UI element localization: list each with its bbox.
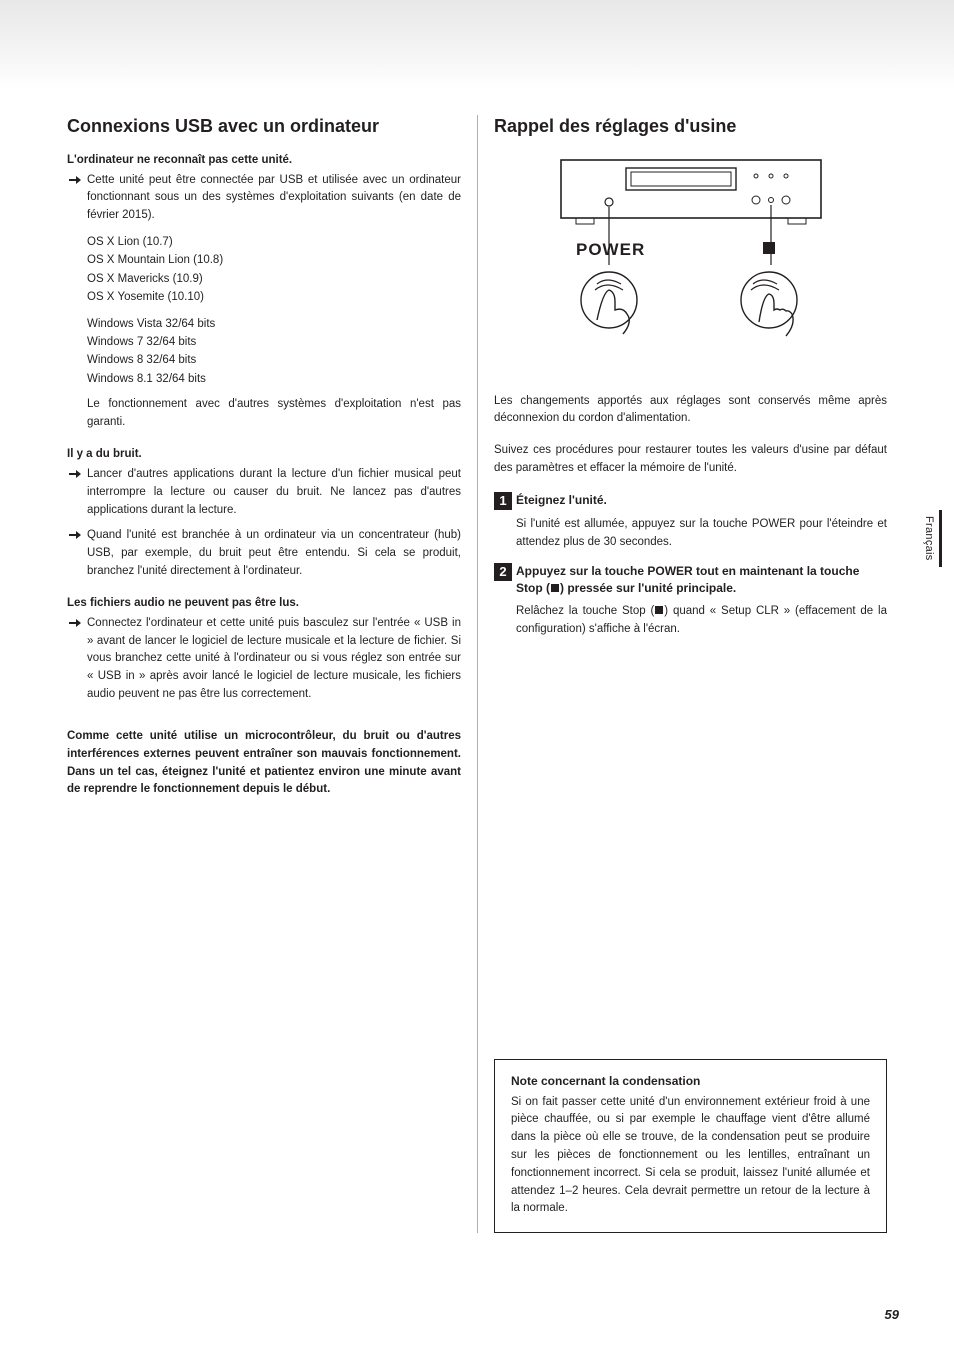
sec2-bullet-1: Lancer d'autres applications durant la l… [67,466,461,519]
list-item: OS X Mountain Lion (10.8) [87,251,461,269]
sec3-bullet-text: Connectez l'ordinateur et cette unité pu… [87,615,461,704]
condensation-note-box: Note concernant la condensation Si on fa… [494,1059,887,1234]
power-label: POWER [576,240,645,259]
step-2: 2 Appuyez sur la touche POWER tout en ma… [494,563,887,597]
list-item: OS X Mavericks (10.9) [87,270,461,288]
step-2-body-pre: Relâchez la touche Stop ( [516,605,654,617]
left-bold-note: Comme cette unité utilise un microcontrô… [67,728,461,799]
list-item: Windows 7 32/64 bits [87,333,461,351]
list-item: Windows 8 32/64 bits [87,351,461,369]
step-1-body: Si l'unité est allumée, appuyez sur la t… [516,516,887,552]
step-2-title-post: ) pressée sur l'unité principale. [560,581,736,595]
sec3-bullet: Connectez l'ordinateur et cette unité pu… [67,615,461,704]
step-num-box: 2 [494,563,512,581]
list-item: Windows Vista 32/64 bits [87,315,461,333]
arrow-icon [67,615,87,704]
right-heading: Rappel des réglages d'usine [494,115,887,138]
right-para-2: Suivez ces procédures pour restaurer tou… [494,442,887,478]
info-box-text: Si on fait passer cette unité d'un envir… [511,1094,870,1219]
info-box-title: Note concernant la condensation [511,1074,870,1088]
sec2-bullet-1-text: Lancer d'autres applications durant la l… [87,466,461,519]
arrow-icon [67,466,87,519]
sec1-note: Le fonctionnement avec d'autres systèmes… [87,396,461,432]
right-para-1: Les changements apportés aux réglages so… [494,393,887,429]
list-item: Windows 8.1 32/64 bits [87,370,461,388]
sec2-bullet-2: Quand l'unité est branchée à un ordinate… [67,527,461,580]
sec1-title: L'ordinateur ne reconnaît pas cette unit… [67,152,461,168]
step-2-marker: 2 [494,563,516,597]
step-1-title: Éteignez l'unité. [516,492,887,510]
right-column: Rappel des réglages d'usine [477,115,899,1233]
win-list: Windows Vista 32/64 bits Windows 7 32/64… [87,315,461,389]
sec1-bullet-text: Cette unité peut être connectée par USB … [87,172,461,225]
arrow-icon [67,527,87,580]
list-item: OS X Yosemite (10.10) [87,288,461,306]
step-1-marker: 1 [494,492,516,510]
left-column: Connexions USB avec un ordinateur L'ordi… [55,115,477,1233]
list-item: OS X Lion (10.7) [87,233,461,251]
step-2-title: Appuyez sur la touche POWER tout en main… [516,563,887,597]
step-2-body: Relâchez la touche Stop () quand « Setup… [516,603,887,639]
page-content: Connexions USB avec un ordinateur L'ordi… [0,0,954,1273]
device-figure: POWER [494,150,887,375]
step-num-box: 1 [494,492,512,510]
stop-icon [655,606,663,614]
step-1: 1 Éteignez l'unité. [494,492,887,510]
osx-list: OS X Lion (10.7) OS X Mountain Lion (10.… [87,233,461,307]
left-heading: Connexions USB avec un ordinateur [67,115,461,138]
sec2-bullet-2-text: Quand l'unité est branchée à un ordinate… [87,527,461,580]
language-tab: Français [921,510,942,567]
stop-icon [551,584,559,592]
sec3-title: Les fichiers audio ne peuvent pas être l… [67,595,461,611]
sec1-bullet: Cette unité peut être connectée par USB … [67,172,461,225]
sec2-title: Il y a du bruit. [67,446,461,462]
page-number: 59 [885,1307,899,1322]
arrow-icon [67,172,87,225]
